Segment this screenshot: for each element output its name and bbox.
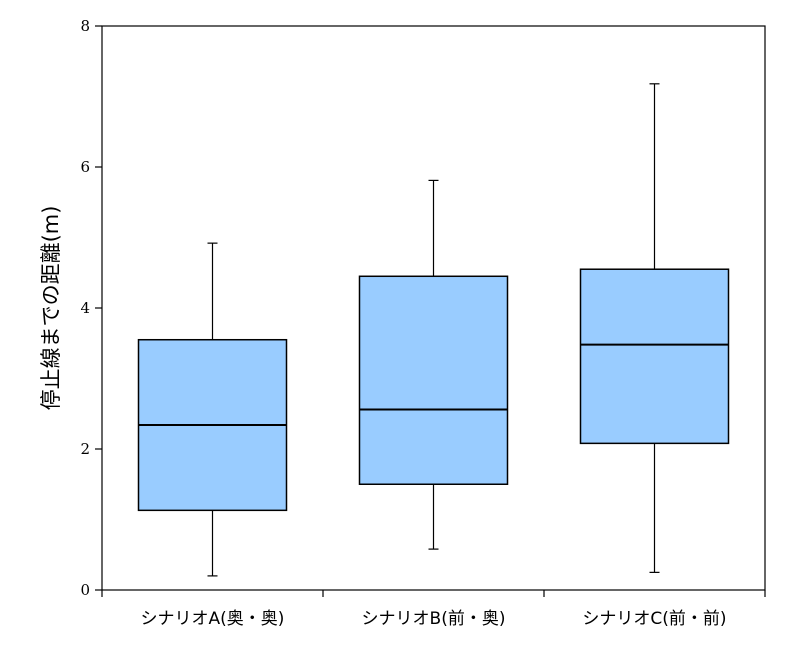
y-axis-title: 停止線までの距離(m) — [39, 206, 63, 411]
box-1 — [358, 275, 509, 485]
plot-area: 0 2 4 6 8 シナリオA(奥・奥) シナリオB(前・奥) シナリオC(前・前) — [80, 17, 766, 629]
category-label-2: シナリオC(前・前) — [582, 609, 726, 629]
y-tick-label-1: 2 — [80, 440, 90, 458]
y-tick-label-0: 0 — [80, 581, 90, 599]
category-label-0: シナリオA(奥・奥) — [141, 609, 285, 629]
y-tick-label-2: 4 — [80, 299, 90, 317]
y-tick-label-4: 8 — [80, 17, 90, 35]
category-label-1: シナリオB(前・奥) — [362, 609, 506, 629]
box-2 — [579, 268, 730, 445]
y-tick-label-3: 6 — [80, 158, 90, 176]
